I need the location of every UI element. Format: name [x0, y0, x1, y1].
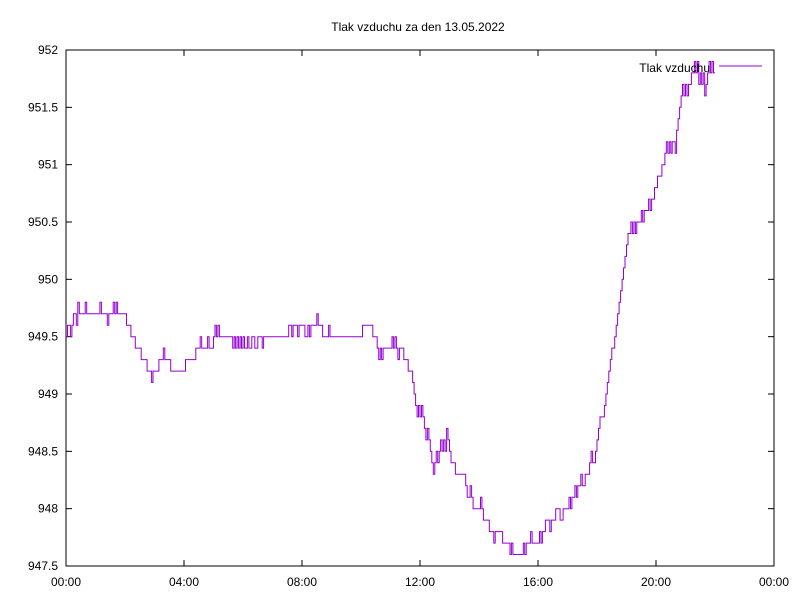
chart-title: Tlak vzduchu za den 13.05.2022 [331, 20, 505, 34]
y-tick-label: 951 [38, 158, 58, 172]
x-tick-label: 12:00 [405, 575, 435, 589]
series-line-tlak-vzduchu [66, 61, 715, 555]
axis-ticks: 947.5 948 948.5 949 949.5 950 950.5 951 951.5 952… [28, 43, 789, 589]
y-tick-label: 947.5 [28, 559, 58, 573]
y-tick-label: 948 [38, 502, 58, 516]
legend: Tlak vzduchu [639, 61, 762, 75]
y-tick-label: 952 [38, 43, 58, 57]
x-tick-label: 00:00 [51, 575, 81, 589]
x-tick-label: 16:00 [523, 575, 553, 589]
x-tick-label: 20:00 [641, 575, 671, 589]
plot-area-frame [65, 49, 775, 567]
y-tick-label: 949.5 [28, 330, 58, 344]
x-tick-label: 00:00 [759, 575, 789, 589]
y-tick-label: 948.5 [28, 444, 58, 458]
y-tick-label: 950.5 [28, 215, 58, 229]
series-layer [66, 61, 715, 555]
x-tick-label: 04:00 [169, 575, 199, 589]
y-tick-label: 951.5 [28, 100, 58, 114]
x-tick-label: 08:00 [287, 575, 317, 589]
y-tick-label: 949 [38, 387, 58, 401]
y-tick-label: 950 [38, 272, 58, 286]
legend-label: Tlak vzduchu [639, 61, 710, 75]
